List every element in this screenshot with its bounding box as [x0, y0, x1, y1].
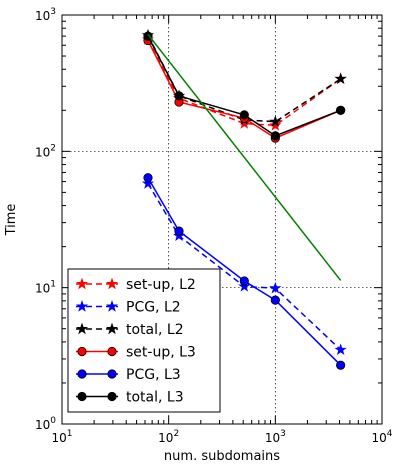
data-point	[269, 118, 282, 131]
legend-label: set-up, L3	[126, 345, 196, 361]
data-point	[238, 117, 251, 129]
data-point	[269, 281, 282, 294]
data-point	[239, 276, 249, 286]
series-6	[147, 33, 342, 281]
y-axis-label: Time	[4, 204, 19, 237]
legend-marker	[75, 300, 89, 312]
data-point	[238, 280, 251, 292]
legend-label: PCG, L3	[126, 367, 181, 383]
legend-marker	[75, 277, 89, 290]
legend-label: set-up, L2	[126, 277, 196, 293]
legend-marker	[107, 369, 117, 379]
data-point	[270, 295, 280, 305]
data-point	[336, 105, 346, 115]
x-tick-label: 102	[158, 429, 179, 445]
data-point	[141, 177, 155, 189]
data-point	[239, 110, 249, 120]
legend-marker	[105, 300, 119, 312]
legend-marker	[77, 346, 87, 357]
series-5	[143, 31, 346, 141]
legend-label: total, L2	[126, 322, 184, 338]
legend-marker	[107, 391, 117, 402]
x-tick-label: 103	[265, 429, 286, 445]
legend-label: total, L3	[126, 390, 184, 406]
legend-marker	[105, 322, 119, 335]
legend-item: set-up, L2	[75, 277, 196, 293]
data-point	[174, 91, 184, 101]
legend-marker	[75, 322, 89, 335]
series-line	[147, 39, 342, 127]
x-tick-label: 104	[371, 429, 392, 445]
data-point	[269, 115, 282, 127]
legend-marker	[107, 346, 117, 357]
legend-item: PCG, L2	[75, 300, 181, 316]
legend-item: PCG, L3	[76, 367, 181, 383]
data-point	[336, 360, 346, 370]
series-line	[147, 33, 342, 281]
legend-marker	[77, 391, 87, 402]
data-point	[334, 72, 347, 85]
series-layer	[141, 28, 347, 370]
y-tick-label: 102	[35, 143, 56, 159]
y-tick-label: 100	[35, 416, 56, 432]
legend-label: PCG, L2	[126, 300, 181, 316]
legend-marker	[105, 277, 119, 290]
legend: set-up, L2 PCG, L2 total, L2 set-up, L3 PCG,…	[67, 268, 221, 413]
data-point	[143, 173, 153, 183]
x-tick-label: 101	[51, 429, 72, 445]
data-point	[270, 131, 280, 141]
y-tick-label: 101	[35, 280, 56, 296]
plot-area	[61, 14, 383, 425]
data-point	[334, 343, 347, 356]
legend-item: set-up, L3	[76, 345, 196, 361]
series-4	[143, 173, 346, 370]
y-tick-label: 103	[35, 7, 56, 23]
legend-marker	[77, 369, 87, 379]
legend-box	[67, 268, 221, 413]
data-point	[174, 226, 184, 236]
legend-item: total, L2	[75, 322, 184, 338]
x-axis-label: num. subdomains	[164, 449, 280, 464]
legend-item: total, L3	[76, 390, 184, 406]
